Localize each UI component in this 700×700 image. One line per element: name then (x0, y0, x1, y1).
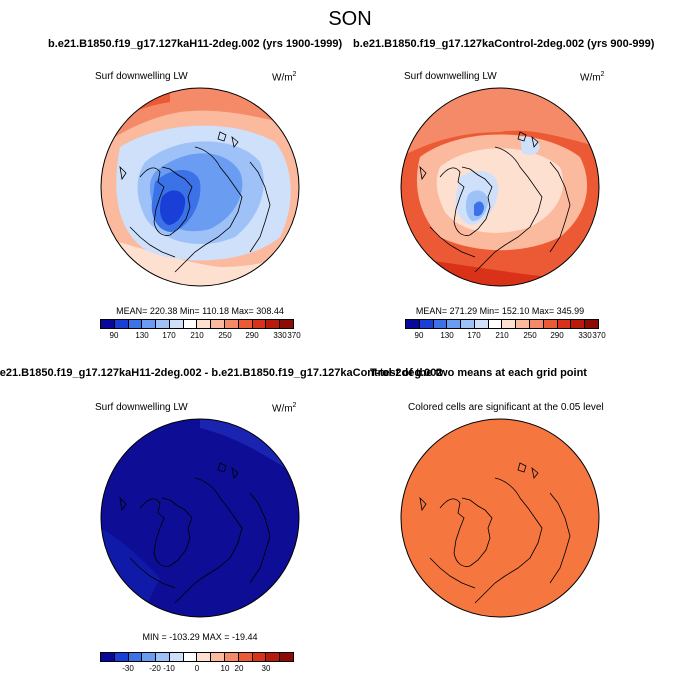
colorbar-tick: 250 (218, 331, 232, 340)
colorbar-tick: 170 (467, 331, 481, 340)
colorbar-swatches (100, 319, 294, 329)
colorbar-tick: 290 (550, 331, 564, 340)
colorbar-tick: 90 (109, 331, 119, 340)
top-left-map (100, 87, 300, 287)
colorbar-tick: 250 (523, 331, 537, 340)
colorbar-tick: 330 (578, 331, 592, 340)
bottom-left-subtitle: b.e21.B1850.f19_g17.127kaH11-2deg.002 - … (0, 367, 443, 379)
colorbar-tick: -30 (122, 664, 134, 673)
top-right-colorbar: 90 130 170 210 250 290 330 370 (405, 319, 606, 341)
bottom-left-stats: MIN = -103.29 MAX = -19.44 (142, 632, 258, 642)
colorbar-swatches (100, 652, 294, 662)
colorbar-tick: 90 (414, 331, 424, 340)
top-left-stats: MEAN= 220.38 Min= 110.18 Max= 308.44 (116, 306, 284, 316)
bottom-left-variable-label: Surf downwelling LW (95, 402, 188, 413)
top-right-units: W/m2 (580, 71, 605, 84)
top-left-subtitle: b.e21.B1850.f19_g17.127kaH11-2deg.002 (y… (48, 38, 343, 50)
colorbar-tick: 0 (194, 664, 200, 673)
colorbar-tick: 170 (162, 331, 176, 340)
colorbar-tick: -10 (163, 664, 175, 673)
top-right-map (400, 87, 600, 287)
colorbar-tick: 30 (261, 664, 271, 673)
main-title: SON (328, 8, 372, 30)
colorbar-tick: 20 (234, 664, 244, 673)
top-left-variable-label: Surf downwelling LW (95, 71, 188, 82)
colorbar-tick: 330 (273, 331, 287, 340)
bottom-left-units: W/m2 (272, 402, 297, 415)
bottom-right-map (400, 418, 600, 618)
colorbar-tick: 130 (440, 331, 454, 340)
bottom-right-subtitle: T-test of the two means at each grid poi… (370, 367, 587, 379)
colorbar-tick: 210 (495, 331, 509, 340)
colorbar-tick: -20 (149, 664, 161, 673)
colorbar-tick: 370 (287, 331, 301, 340)
top-right-subtitle: b.e21.B1850.f19_g17.127kaControl-2deg.00… (353, 38, 655, 50)
colorbar-tick: 290 (245, 331, 259, 340)
colorbar-tick: 10 (220, 664, 230, 673)
bottom-left-map (100, 418, 300, 618)
colorbar-swatches (405, 319, 599, 329)
top-left-colorbar: 90 130 170 210 250 290 330 370 (100, 319, 301, 341)
bottom-left-colorbar: -30 -20 -10 0 10 20 30 (100, 652, 294, 674)
top-right-stats: MEAN= 271.29 Min= 152.10 Max= 345.99 (415, 306, 585, 316)
colorbar-tick: 210 (190, 331, 204, 340)
colorbar-tick: 370 (592, 331, 606, 340)
bottom-right-variable-label: Colored cells are significant at the 0.0… (408, 402, 604, 413)
colorbar-tick: 130 (135, 331, 149, 340)
top-right-variable-label: Surf downwelling LW (404, 71, 497, 82)
top-left-units: W/m2 (272, 71, 297, 84)
